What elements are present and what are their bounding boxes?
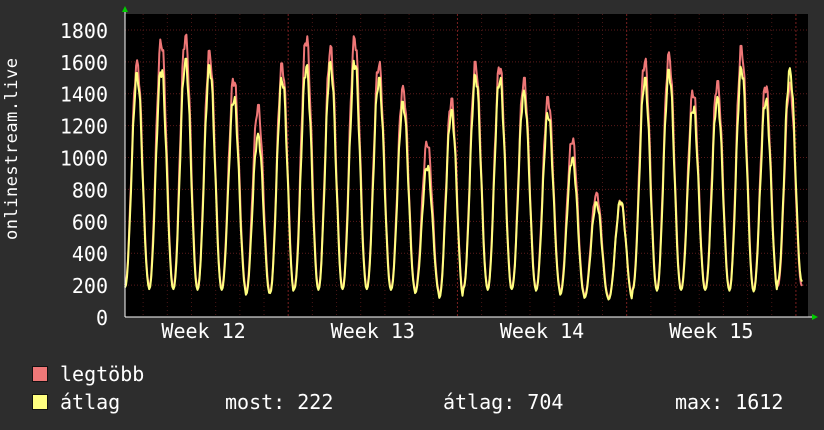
x-tick-label: Week 14 — [500, 319, 584, 343]
y-tick-label: 400 — [72, 242, 108, 266]
axes — [122, 6, 818, 320]
legend-max-swatch — [32, 366, 48, 382]
x-tick-label: Week 13 — [331, 319, 415, 343]
stat-max: max: 1612 — [675, 390, 784, 414]
tick-labels: 0 200 400 600 800 1000 1200 1400 1600 1800 Week 12… — [60, 19, 754, 343]
legend-avg: átlag — [32, 390, 120, 414]
y-tick-label: 200 — [72, 274, 108, 298]
y-tick-label: 1200 — [60, 115, 108, 139]
y-tick-label: 600 — [72, 210, 108, 234]
stat-now: most: 222 — [225, 390, 334, 414]
y-tick-label: 1400 — [60, 83, 108, 107]
y-axis-arrow — [122, 6, 128, 12]
legend-avg-swatch — [32, 394, 48, 410]
legend-max-label: legtöbb — [60, 362, 145, 386]
y-tick-label: 0 — [96, 306, 108, 330]
y-axis-label: onlinestream.live — [2, 57, 22, 241]
x-tick-label: Week 12 — [161, 319, 245, 343]
y-tick-label: 800 — [72, 178, 108, 202]
y-tick-label: 1600 — [60, 51, 108, 75]
stat-avg: átlag: 704 — [443, 390, 564, 414]
y-tick-label: 1800 — [60, 19, 108, 43]
x-tick-label: Week 15 — [669, 319, 753, 343]
series-line-1 — [124, 57, 803, 301]
legend-max: legtöbb — [32, 362, 144, 386]
legend-avg-label: átlag — [60, 390, 121, 414]
series-layer — [124, 33, 803, 301]
x-axis-arrow — [812, 314, 818, 320]
y-tick-label: 1000 — [60, 147, 108, 171]
